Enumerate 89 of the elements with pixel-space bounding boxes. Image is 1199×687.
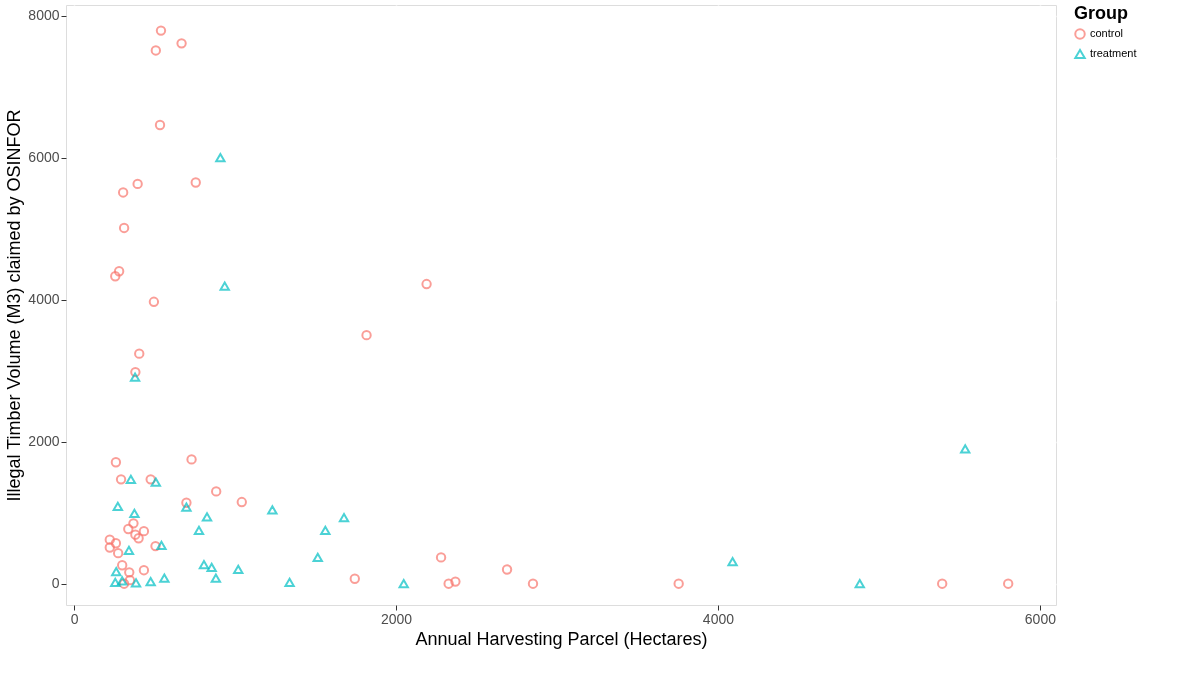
point	[673, 578, 684, 589]
point	[138, 565, 150, 576]
point	[284, 577, 295, 587]
point	[190, 177, 201, 188]
y-tick-label: 0	[51, 575, 60, 592]
y-tick-label: 2000	[28, 433, 60, 450]
legend-label: treatment	[1090, 47, 1137, 59]
point	[186, 454, 197, 465]
point	[138, 525, 150, 537]
point	[118, 222, 130, 234]
point	[113, 266, 125, 277]
point	[236, 496, 247, 508]
point	[115, 474, 127, 485]
point	[128, 518, 139, 529]
point	[233, 564, 244, 575]
point	[124, 574, 136, 586]
point	[361, 330, 372, 341]
point	[198, 559, 210, 570]
point	[159, 573, 170, 583]
point	[193, 525, 205, 536]
y-tick-label: 4000	[28, 291, 60, 308]
point	[219, 281, 230, 291]
point	[727, 557, 738, 567]
point	[129, 508, 140, 519]
legend-title: Group	[1074, 3, 1128, 23]
point	[117, 560, 128, 571]
point	[181, 502, 192, 512]
point	[130, 529, 141, 540]
x-tick-label: 4000	[702, 610, 735, 627]
point	[133, 533, 144, 544]
point	[211, 486, 222, 497]
point	[123, 523, 134, 535]
point	[450, 576, 461, 587]
point	[960, 444, 971, 454]
point	[156, 540, 167, 550]
point	[132, 178, 143, 190]
point	[435, 552, 447, 563]
point	[148, 296, 160, 307]
point	[150, 45, 162, 56]
point	[349, 573, 360, 584]
point	[112, 547, 124, 559]
point	[117, 187, 129, 198]
point	[443, 578, 454, 589]
point	[134, 348, 145, 359]
point	[201, 512, 213, 522]
point	[150, 540, 161, 552]
x-tick-label: 2000	[380, 610, 413, 627]
y-tick-label: 6000	[28, 149, 60, 166]
point	[110, 271, 121, 282]
point	[320, 525, 331, 536]
point	[312, 552, 323, 563]
point	[338, 513, 350, 523]
y-axis-title: Illegal Timber Volume (M3) claimed by OSINFOR	[4, 109, 25, 502]
point	[145, 474, 156, 485]
point	[104, 534, 115, 545]
point	[210, 573, 222, 583]
point	[104, 542, 115, 553]
point	[123, 545, 135, 555]
point	[129, 372, 141, 382]
point	[854, 579, 865, 589]
point	[421, 278, 432, 290]
point	[155, 25, 167, 36]
point	[937, 578, 948, 589]
point	[130, 366, 141, 378]
point	[110, 457, 122, 468]
point	[110, 538, 122, 549]
x-tick-label: 6000	[1024, 610, 1057, 627]
x-tick-label: 0	[70, 610, 79, 627]
point	[398, 579, 409, 589]
point	[111, 567, 122, 577]
point	[215, 153, 226, 163]
point	[124, 567, 135, 578]
point	[1003, 578, 1014, 589]
point	[130, 578, 142, 588]
x-axis-title: Annual Harvesting Parcel (Hectares)	[415, 628, 708, 649]
point	[181, 497, 192, 508]
point	[110, 577, 121, 587]
point	[267, 505, 278, 515]
point	[150, 477, 162, 487]
legend-label: control	[1090, 27, 1124, 39]
point	[112, 501, 124, 511]
point	[206, 562, 217, 572]
point	[145, 576, 156, 587]
point	[125, 474, 137, 484]
point	[527, 578, 539, 589]
point	[176, 38, 187, 49]
point	[154, 119, 166, 131]
point	[501, 564, 513, 575]
y-tick-label: 8000	[28, 7, 60, 24]
